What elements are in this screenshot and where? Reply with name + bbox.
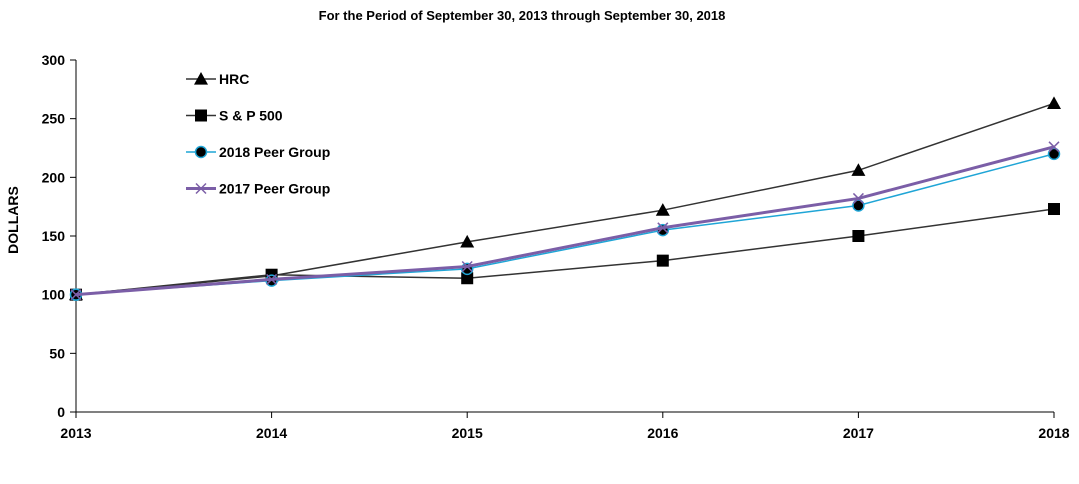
data-point-s-p-500 (852, 230, 865, 242)
legend-marker-2018-peer-group (194, 145, 208, 159)
data-point-s-p-500 (656, 254, 669, 267)
x-marker-stroke (1048, 141, 1060, 153)
data-point-hrc (460, 234, 475, 248)
x-tick-label: 2013 (60, 425, 91, 441)
y-axis-label: DOLLARS (5, 186, 21, 254)
x-tick-label: 2018 (1038, 425, 1069, 441)
series-line-2017-peer-group (75, 145, 1055, 297)
legend: HRC S & P 500 2018 Peer Group 2017 Peer Gro… (186, 71, 330, 197)
legend-label: 2018 Peer Group (219, 144, 330, 160)
legend-item-2018-peer-group: 2018 Peer Group (186, 144, 330, 160)
series-line-2018-peer-group (75, 153, 1055, 296)
data-point-2017-peer-group (461, 260, 473, 273)
data-point-hrc (1047, 96, 1061, 110)
y-tick-label: 150 (42, 228, 66, 244)
data-point-2017-peer-group (1048, 141, 1060, 153)
legend-marker-hrc (194, 72, 208, 85)
x-marker-stroke (195, 182, 207, 195)
series-layer (69, 96, 1061, 301)
axes: 0 50 100 150 200 250 300 2013 2014 2015 2016 2017 20… (42, 52, 1070, 441)
y-tick-label: 200 (42, 169, 66, 185)
chart-subtitle: For the Period of September 30, 2013 thr… (319, 8, 726, 23)
x-tick-label: 2014 (256, 425, 287, 441)
data-point-hrc (655, 203, 670, 216)
y-tick-label: 300 (42, 52, 66, 68)
legend-item-hrc: HRC (186, 71, 249, 87)
y-tick-label: 50 (49, 345, 65, 361)
x-marker-stroke (266, 273, 278, 285)
data-point-2017-peer-group (852, 192, 864, 204)
x-marker-stroke (852, 192, 864, 204)
x-marker-stroke (70, 289, 82, 301)
x-marker-stroke (461, 260, 473, 273)
series-line-hrc (75, 102, 1055, 296)
y-tick-label: 0 (57, 404, 65, 420)
legend-label: HRC (219, 71, 249, 87)
data-point-s-p-500 (461, 272, 474, 285)
data-point-hrc (851, 163, 866, 176)
legend-item-s-p-500: S & P 500 (186, 108, 283, 124)
data-point-s-p-500 (1048, 203, 1060, 216)
x-tick-label: 2015 (452, 425, 483, 441)
series-line-s-p-500 (75, 208, 1055, 296)
x-tick-label: 2017 (843, 425, 874, 441)
data-point-2017-peer-group (657, 222, 669, 234)
legend-label: S & P 500 (219, 108, 283, 124)
x-marker-stroke (657, 222, 669, 234)
data-point-2017-peer-group (266, 273, 278, 285)
data-point-2018-peer-group (852, 199, 865, 212)
y-tick-label: 250 (42, 111, 66, 127)
legend-label: 2017 Peer Group (219, 181, 330, 197)
x-tick-label: 2016 (647, 425, 678, 441)
data-point-2017-peer-group (70, 289, 82, 301)
legend-item-2017-peer-group: 2017 Peer Group (186, 181, 330, 197)
y-tick-label: 100 (42, 287, 66, 303)
legend-marker-s-p-500 (195, 109, 207, 122)
legend-marker-2017-peer-group (195, 182, 207, 195)
